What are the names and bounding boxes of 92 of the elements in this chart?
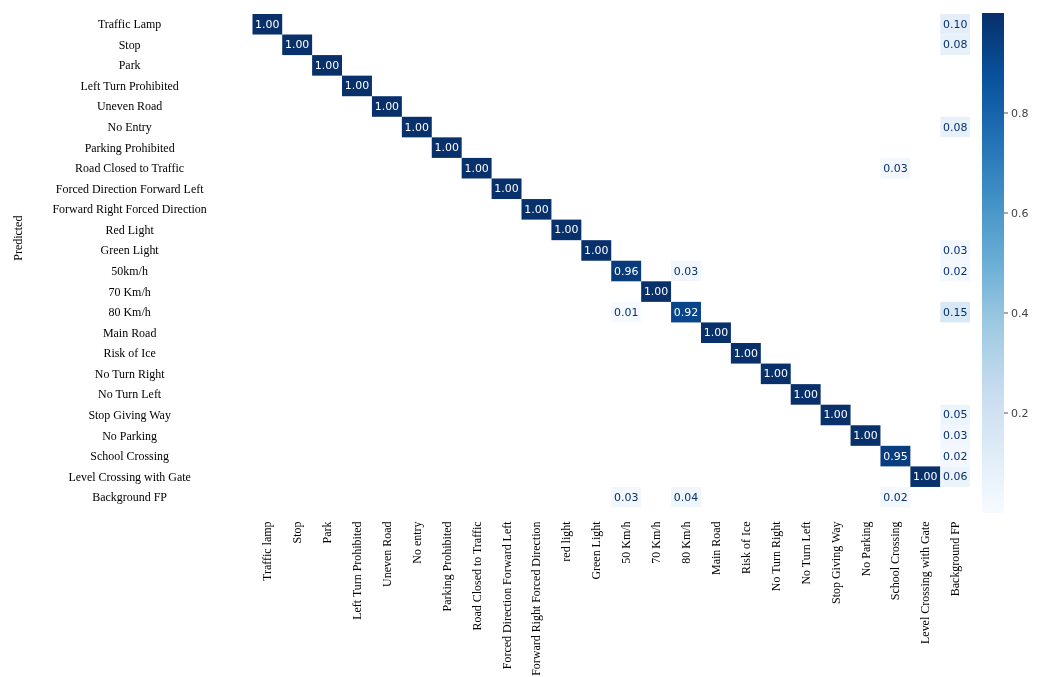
x-tick-label: No Parking	[858, 521, 873, 577]
y-tick-label: Road Closed to Traffic	[75, 161, 185, 176]
y-tick-label: Level Crossing with Gate	[68, 469, 191, 484]
y-axis-title: Predicted	[11, 215, 26, 261]
data-label: 1.00	[733, 346, 759, 360]
data-label: 0.06	[943, 470, 968, 484]
data-label: 0.02	[943, 449, 968, 463]
x-tick-label: Park	[320, 521, 335, 544]
data-label: 0.08	[943, 120, 968, 134]
y-tick-label: Main Road	[102, 325, 157, 340]
y-tick-label: 70 Km/h	[108, 284, 151, 299]
data-label: 0.03	[883, 161, 908, 175]
x-tick-label: 70 Km/h	[649, 521, 664, 564]
data-label: 0.02	[943, 264, 968, 278]
x-tick-label: Left Turn Prohibited	[349, 521, 364, 620]
data-label: 1.00	[524, 202, 549, 216]
data-label: 0.10	[943, 17, 968, 31]
data-label: 0.03	[943, 243, 968, 257]
y-tick-label: Uneven Road	[96, 99, 163, 114]
x-tick-label: red light	[559, 520, 574, 562]
data-label: 1.00	[314, 58, 340, 72]
data-label: 0.08	[943, 38, 968, 52]
x-tick-label: Background FP	[948, 521, 963, 597]
data-label: 1.00	[643, 285, 669, 299]
data-label: 0.03	[614, 490, 639, 504]
data-label: 1.00	[404, 120, 430, 134]
data-label: 0.92	[673, 305, 699, 319]
y-tick-label: Background FP	[92, 490, 168, 505]
data-label: 1.00	[763, 367, 788, 381]
data-label: 0.95	[883, 449, 908, 463]
y-tick-label: No Turn Left	[98, 387, 162, 402]
y-tick-label: Risk of Ice	[103, 346, 156, 361]
data-label: 1.00	[703, 326, 729, 340]
data-label: 1.00	[584, 243, 609, 257]
color-bar-label: 0.2	[1011, 406, 1029, 420]
y-tick-label: No Entry	[107, 120, 152, 135]
x-tick-label: No Turn Left	[798, 520, 813, 585]
y-tick-label: Forward Right Forced Direction	[52, 202, 207, 217]
x-tick-label: 80 Km/h	[679, 521, 694, 564]
x-tick-label: Road Closed to Traffic	[469, 521, 484, 631]
y-tick-label: Green Light	[100, 243, 160, 258]
x-tick-label: Uneven Road	[379, 521, 394, 587]
y-tick-label: No Parking	[102, 428, 158, 443]
color-bar-label: 0.6	[1011, 206, 1029, 220]
data-label: 0.96	[614, 264, 639, 278]
data-label: 1.00	[284, 38, 310, 52]
data-label: 0.01	[614, 305, 639, 319]
data-label: 0.15	[943, 305, 968, 319]
data-label: 0.03	[673, 264, 699, 278]
x-tick-label: Forced Direction Forward Left	[499, 520, 514, 670]
x-tick-label: Level Crossing with Gate	[918, 521, 933, 644]
x-tick-label: Risk of Ice	[738, 521, 753, 574]
y-tick-label: Stop Giving Way	[88, 407, 171, 422]
x-tick-label: No Turn Right	[768, 520, 783, 592]
y-tick-label: Left Turn Prohibited	[80, 78, 179, 93]
x-tick-label: Traffic lamp	[260, 521, 275, 581]
y-tick-label: Traffic Lamp	[97, 17, 162, 32]
x-tick-label: Stop Giving Way	[828, 521, 843, 604]
data-label: 1.00	[464, 161, 489, 175]
x-tick-label: School Crossing	[888, 521, 903, 601]
data-label: 1.00	[554, 223, 579, 237]
y-tick-label: Stop	[118, 37, 141, 52]
data-label: 1.00	[434, 141, 459, 155]
y-tick-label: Park	[118, 58, 141, 73]
x-tick-label: Parking Prohibited	[439, 521, 454, 612]
data-label: 1.00	[494, 182, 519, 196]
color-bar-label: 0.8	[1011, 106, 1029, 120]
y-tick-label: No Turn Right	[94, 366, 166, 381]
y-tick-label: Red Light	[105, 222, 155, 237]
x-tick-label: Forward Right Forced Direction	[529, 521, 544, 676]
y-tick-label: 80 Km/h	[108, 305, 151, 320]
color-bar-label: 0.4	[1011, 306, 1029, 320]
x-tick-label: No entry	[409, 521, 424, 564]
data-label: 1.00	[913, 470, 938, 484]
data-label: 1.00	[853, 429, 878, 443]
data-label: 1.00	[793, 387, 818, 401]
data-label: 1.00	[344, 79, 370, 93]
x-tick-label: Green Light	[589, 520, 604, 580]
data-label: 0.02	[883, 490, 908, 504]
y-tick-label: Parking Prohibited	[84, 140, 175, 155]
y-tick-label: 50km/h	[111, 264, 148, 279]
data-label: 1.00	[255, 17, 280, 31]
data-label: 0.04	[673, 490, 699, 504]
x-tick-label: Stop	[290, 521, 305, 544]
x-tick-label: Main Road	[708, 521, 723, 575]
x-tick-label: 50 Km/h	[619, 521, 634, 564]
data-label: 0.05	[943, 408, 968, 422]
y-tick-label: Forced Direction Forward Left	[55, 181, 205, 196]
y-tick-label: School Crossing	[90, 449, 170, 464]
data-label: 0.03	[943, 429, 968, 443]
data-label: 1.00	[374, 100, 400, 113]
data-label: 1.00	[823, 408, 848, 422]
